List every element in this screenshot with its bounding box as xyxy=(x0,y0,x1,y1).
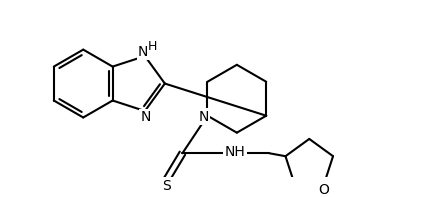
Text: O: O xyxy=(319,183,329,197)
Text: N: N xyxy=(138,45,148,59)
Text: S: S xyxy=(162,179,171,193)
Text: H: H xyxy=(147,40,157,53)
Text: N: N xyxy=(141,110,151,124)
Text: NH: NH xyxy=(225,145,245,159)
Text: N: N xyxy=(199,110,209,124)
